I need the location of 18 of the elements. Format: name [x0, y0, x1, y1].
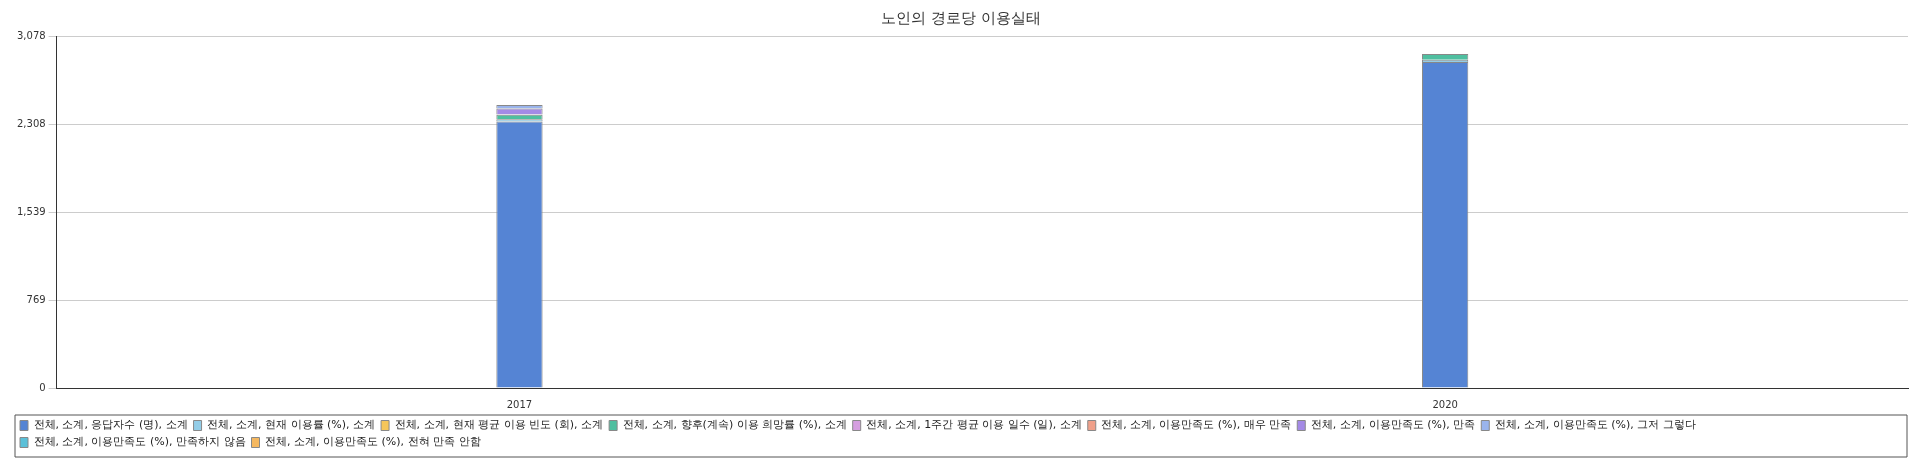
y-tick-label: 0 — [39, 381, 46, 393]
y-tick-label: 769 — [26, 293, 46, 305]
legend-label: 전체, 소계, 이용만족도 (%), 그저 그렇다 — [1494, 418, 1696, 432]
legend-label: 전체, 소계, 이용만족도 (%), 만족 — [1310, 418, 1476, 432]
legend-label: 전체, 소계, 이용만족도 (%), 전혀 만족 안함 — [265, 435, 481, 449]
y-tick-label: 2,308 — [16, 117, 46, 129]
legend-label: 전체, 소계, 이용만족도 (%), 만족하지 않음 — [33, 435, 246, 449]
y-tick-label: 3,078 — [16, 29, 46, 41]
legend-label: 전체, 소계, 현재 이용률 (%), 소계 — [207, 418, 376, 432]
legend-label: 전체, 소계, 1주간 평균 이용 일수 (일), 소계 — [866, 418, 1082, 432]
legend-label: 전체, 소계, 향후(계속) 이용 희망률 (%), 소계 — [622, 418, 847, 432]
legend-label: 전체, 소계, 응답자수 (명), 소계 — [33, 418, 188, 432]
legend-label: 전체, 소계, 현재 평균 이용 빈도 (회), 소계 — [394, 418, 604, 432]
chart-title: 노인의 경로당 이용실태 — [881, 8, 1041, 27]
y-tick-label: 1,539 — [16, 205, 46, 217]
x-tick-label: 2020 — [1432, 398, 1458, 410]
legend-label: 전체, 소계, 이용만족도 (%), 매우 만족 — [1101, 418, 1292, 432]
x-tick-label: 2017 — [506, 398, 533, 410]
